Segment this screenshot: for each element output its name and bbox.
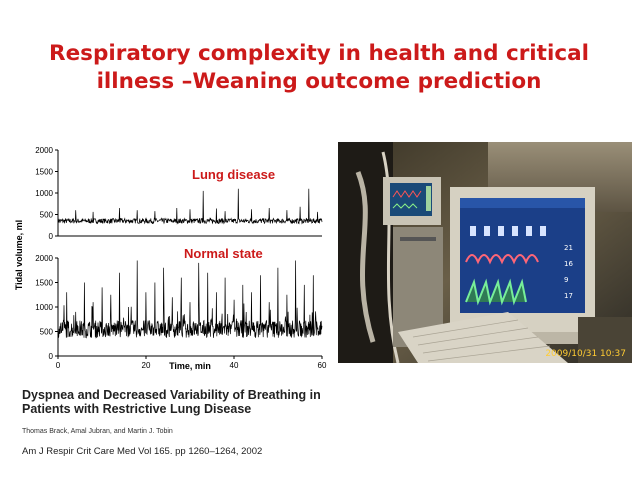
y-tick-label: 1000 [35,303,53,312]
tidal-volume-trace [57,188,323,225]
reference-authors: Thomas Brack, Amal Jubran, and Martin J.… [22,428,173,435]
monitor-value: 16 [564,260,573,268]
series-annotation: Normal state [184,246,263,261]
y-tick-label: 2000 [35,146,53,155]
x-tick-label: 20 [142,361,151,370]
monitor-value: 21 [564,244,573,252]
ventilator-photo-image: 21 16 9 17 [338,142,632,363]
x-tick-label: 0 [56,361,61,370]
x-tick-label: 60 [318,361,327,370]
slide-title: Respiratory complexity in health and cri… [0,40,638,96]
y-axis-label: Tidal volume, ml [14,220,24,290]
reference-journal: Am J Respir Crit Care Med Vol 165. pp 12… [22,446,263,457]
monitor-value: 9 [564,276,568,284]
y-tick-label: 500 [40,211,54,220]
y-tick-label: 1000 [35,189,53,198]
reference-title: Dyspnea and Decreased Variability of Bre… [22,388,321,416]
reference-title-line2: Patients with Restrictive Lung Disease [22,402,252,416]
y-tick-label: 1500 [35,279,53,288]
slide-title-line1: Respiratory complexity in health and cri… [49,41,589,66]
reference-title-line1: Dyspnea and Decreased Variability of Bre… [22,388,321,402]
tidal-volume-trace [57,260,323,339]
x-axis-label: Time, min [169,361,211,371]
monitor-value: 17 [564,292,573,300]
x-tick-label: 40 [230,361,239,370]
y-tick-label: 500 [40,328,54,337]
y-tick-label: 1500 [35,168,53,177]
photo-timestamp: 2009/10/31 10:37 [545,349,626,359]
y-tick-label: 2000 [35,254,53,263]
series-annotation: Lung disease [192,167,275,182]
y-tick-label: 0 [49,352,54,361]
ventilator-photo: 21 16 9 17 2009/10/31 10:37 [338,142,632,363]
slide-title-line2: illness –Weaning outcome prediction [96,69,542,94]
y-tick-label: 0 [49,232,54,241]
